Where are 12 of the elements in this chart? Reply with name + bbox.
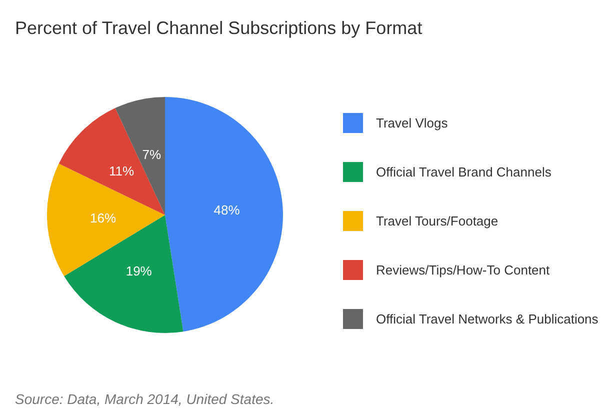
- chart-title: Percent of Travel Channel Subscriptions by Format: [15, 18, 422, 38]
- data-label: 16%: [90, 210, 117, 226]
- data-label: 19%: [126, 264, 152, 279]
- legend-label: Travel Vlogs: [376, 116, 448, 130]
- source-note: Source: Data, March 2014, United States.: [15, 391, 274, 407]
- legend-label: Reviews/Tips/How-To Content: [376, 262, 550, 278]
- data-label: 11%: [108, 163, 134, 178]
- data-label: 7%: [142, 146, 162, 162]
- legend-label: Official Travel Brand Channels: [376, 164, 552, 180]
- legend-label: Official Travel Networks & Publications: [376, 312, 599, 326]
- data-label: 48%: [214, 202, 240, 218]
- legend-label: Travel Tours/Footage: [376, 214, 498, 228]
